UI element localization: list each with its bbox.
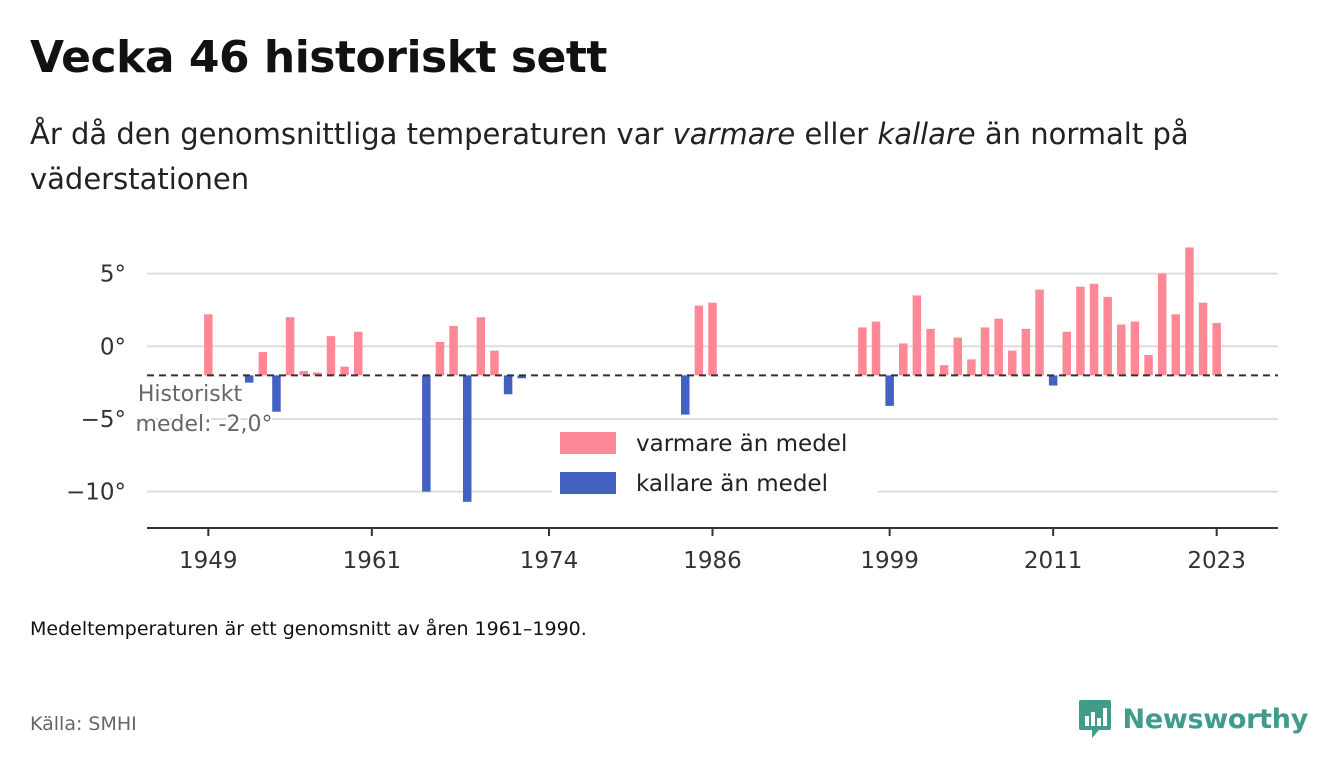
x-tick-label: 1961 [343, 548, 402, 574]
bar-warm [1008, 350, 1017, 376]
bar-cold [503, 375, 513, 395]
bar-warm [204, 314, 213, 376]
baseline-label-line2: medel: -2,0° [136, 412, 273, 437]
bar-layer [204, 247, 1221, 502]
bar-warm [980, 327, 990, 376]
bar-cold [244, 375, 254, 383]
bar-warm [994, 318, 1003, 376]
bar-cold [272, 375, 281, 412]
bar-warm [1062, 331, 1072, 376]
bar-warm [1130, 321, 1140, 376]
legend-cold-swatch [560, 472, 616, 494]
x-tick-label: 1974 [520, 548, 579, 574]
bar-cold [517, 375, 526, 379]
legend-cold-label: kallare än medel [636, 471, 828, 497]
bar-warm [340, 366, 349, 376]
legend: varmare än medel kallare än medel [552, 424, 878, 497]
bar-warm [1198, 302, 1208, 376]
x-tick-label: 2023 [1187, 548, 1246, 574]
y-tick-label: −5° [81, 407, 126, 433]
x-tick-label: 1986 [683, 548, 742, 574]
bar-warm [435, 341, 445, 376]
bar-warm [1157, 273, 1167, 376]
baseline-label-line1: Historiskt [138, 382, 243, 407]
bar-warm [871, 321, 881, 376]
bar-warm [708, 302, 717, 376]
bar-warm [1021, 328, 1031, 376]
bar-warm [258, 352, 268, 376]
bar-cold [1048, 375, 1058, 386]
y-axis-ticks: 5° 0° −5° −10° [66, 262, 126, 506]
chart-subtitle: År då den genomsnittliga temperaturen va… [30, 112, 1250, 202]
subtitle-warm-word: varmare [672, 117, 796, 151]
source-label: Källa: SMHI [30, 713, 137, 735]
subtitle-part1: År då den genomsnittliga temperaturen va… [30, 117, 673, 151]
y-tick-label: 5° [100, 262, 126, 288]
bar-warm [953, 337, 963, 376]
bar-chart: Historiskt medel: -2,0° 5° 0° −5° −10° 1949… [66, 247, 1278, 574]
bar-warm [1171, 314, 1181, 376]
bar-warm [1185, 247, 1194, 376]
bar-warm [912, 295, 922, 376]
bar-warm [326, 336, 336, 376]
bar-warm [1035, 289, 1044, 376]
bar-cold [680, 375, 690, 415]
brand-logo: Newsworthy [1077, 698, 1308, 740]
subtitle-part2: eller [795, 117, 878, 151]
bar-cold [422, 375, 431, 492]
bar-cold [885, 375, 894, 406]
chart-title: Vecka 46 historiskt sett [30, 32, 607, 83]
legend-warm-label: varmare än medel [636, 431, 847, 457]
bar-warm [476, 317, 486, 376]
y-tick-label: 0° [100, 334, 126, 360]
subtitle-part3: än normalt på väderstationen [30, 117, 1189, 196]
bar-warm [449, 325, 458, 376]
y-tick-label: −10° [66, 480, 126, 506]
x-tick-label: 1949 [179, 548, 238, 574]
bar-warm [899, 343, 908, 376]
legend-warm-swatch [560, 432, 616, 454]
bar-warm [1144, 355, 1153, 376]
bar-warm [285, 317, 295, 376]
x-tick-label: 2011 [1024, 548, 1083, 574]
bar-warm [1076, 286, 1085, 376]
bar-warm [353, 331, 363, 376]
bar-warm [1103, 296, 1112, 376]
bar-warm [490, 350, 499, 376]
bar-warm [1089, 283, 1099, 376]
subtitle-cold-word: kallare [877, 117, 976, 151]
x-tick-label: 1999 [860, 548, 919, 574]
bar-warm [926, 328, 935, 376]
bar-warm [1212, 323, 1221, 376]
bar-chart-speech-bubble-icon [1078, 700, 1111, 738]
bar-warm [858, 327, 867, 376]
bar-warm [299, 371, 308, 376]
footnote: Medeltemperaturen är ett genomsnitt av å… [30, 618, 587, 640]
bar-warm [313, 372, 322, 376]
brand-name: Newsworthy [1122, 703, 1309, 735]
bar-warm [1117, 324, 1126, 376]
bar-cold [462, 375, 472, 502]
x-axis-ticks: 1949 1961 1974 1986 1999 2011 2023 [179, 528, 1246, 574]
bar-warm [694, 305, 704, 376]
bar-warm [939, 365, 949, 376]
bar-warm [967, 359, 976, 376]
